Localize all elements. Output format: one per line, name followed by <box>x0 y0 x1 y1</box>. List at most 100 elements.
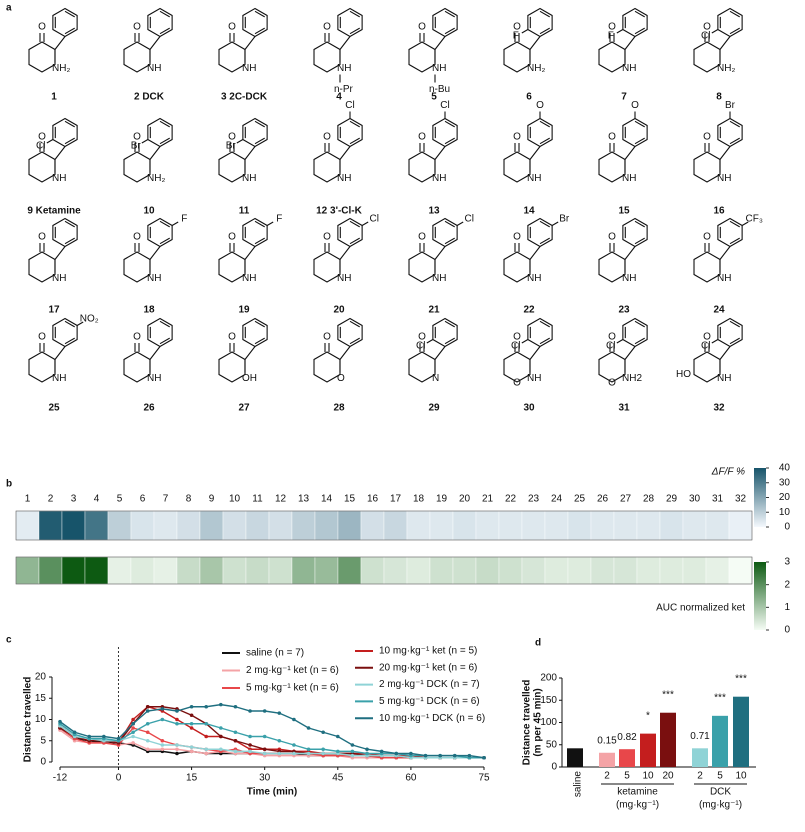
ring <box>147 117 173 148</box>
column-label: 21 <box>482 494 494 505</box>
colorbar-tick-label: 1 <box>784 602 790 613</box>
point <box>204 721 209 726</box>
point <box>262 751 267 756</box>
y-axis-label: Distance travelled <box>522 680 533 766</box>
heat-cell <box>153 510 178 541</box>
heat-cell <box>176 510 201 541</box>
point <box>131 734 135 739</box>
compound-label: 12 3'-Cl-K <box>316 206 363 217</box>
point <box>248 709 252 713</box>
x-tick-label: 30 <box>259 773 271 784</box>
column-label: 6 <box>140 494 146 505</box>
y-tick-label: 0 <box>551 762 557 773</box>
group-unit: (mg·kg⁻¹) <box>616 800 659 811</box>
bond <box>729 320 740 328</box>
point <box>467 753 472 758</box>
bond <box>539 220 550 228</box>
point <box>292 751 296 756</box>
atom: O <box>513 132 521 143</box>
ring <box>717 317 743 348</box>
heat-cell <box>429 510 454 541</box>
atom: O <box>608 378 616 389</box>
colorbar <box>754 468 766 527</box>
bond <box>159 10 170 18</box>
bond <box>539 237 550 245</box>
bond <box>244 246 256 260</box>
x-tick-label: saline <box>573 771 584 798</box>
heat-cell <box>406 556 431 585</box>
bond <box>254 220 265 228</box>
point <box>248 749 252 754</box>
point <box>131 741 135 745</box>
ring <box>147 7 173 38</box>
atom: O <box>38 22 46 33</box>
column-label: 23 <box>528 494 540 505</box>
heat-cell <box>567 510 592 541</box>
bond <box>159 337 170 345</box>
atom: CF₃ <box>746 214 763 225</box>
atom: NH <box>337 173 351 184</box>
heat-cell <box>590 510 615 541</box>
compound-label: 1 <box>51 92 57 103</box>
bond <box>711 29 719 34</box>
atom: O <box>703 232 711 243</box>
column-label: 19 <box>436 494 448 505</box>
atom: NH <box>622 173 636 184</box>
column-label: 13 <box>298 494 310 505</box>
bond <box>444 10 455 18</box>
point <box>87 734 92 739</box>
compound-label: 23 <box>618 305 630 316</box>
compound-label: 21 <box>428 305 440 316</box>
point <box>306 747 311 752</box>
heat-cell <box>636 510 661 541</box>
point <box>160 707 165 711</box>
y-tick-label: 0 <box>40 757 46 768</box>
bond <box>159 320 170 328</box>
atom: O <box>608 132 616 143</box>
heat-cell <box>61 510 86 541</box>
bond <box>539 337 550 345</box>
group-label: DCK <box>710 787 731 798</box>
bond <box>54 36 66 50</box>
compound-label: 19 <box>238 305 250 316</box>
column-label: 15 <box>344 494 356 505</box>
bond <box>729 220 740 228</box>
atom: O <box>703 332 711 343</box>
point <box>145 704 150 709</box>
atom: O <box>536 100 544 111</box>
annotation: 0.15 <box>597 735 617 746</box>
heat-cell <box>360 510 385 541</box>
column-label: 26 <box>597 494 609 505</box>
heat-cell <box>38 556 63 585</box>
ring <box>717 7 743 38</box>
heat-cell <box>61 556 86 585</box>
ring <box>52 117 78 148</box>
heat-cell <box>107 556 132 585</box>
colorbar-tick-label: 20 <box>779 492 791 503</box>
heat-cell <box>659 556 684 585</box>
bond <box>254 320 265 328</box>
line <box>59 725 484 759</box>
point <box>175 743 179 747</box>
point <box>292 717 296 722</box>
atom: O <box>228 232 236 243</box>
bond <box>624 146 636 160</box>
bond <box>444 237 455 245</box>
bar <box>660 712 676 767</box>
bond <box>339 346 351 360</box>
atom: NH <box>52 373 66 384</box>
point <box>438 753 442 758</box>
annotation: *** <box>714 692 726 703</box>
atom: NH <box>242 63 256 74</box>
column-label: 18 <box>413 494 425 505</box>
legend-label: 2 mg·kg⁻¹ DCK (n = 7) <box>379 679 480 690</box>
heat-cell <box>176 556 201 585</box>
bond <box>149 146 161 160</box>
bond <box>539 10 550 18</box>
point <box>262 734 267 739</box>
bond <box>624 36 636 50</box>
bar <box>619 749 635 767</box>
compound-label: 25 <box>48 403 60 414</box>
compound-label: 2 DCK <box>134 92 165 103</box>
